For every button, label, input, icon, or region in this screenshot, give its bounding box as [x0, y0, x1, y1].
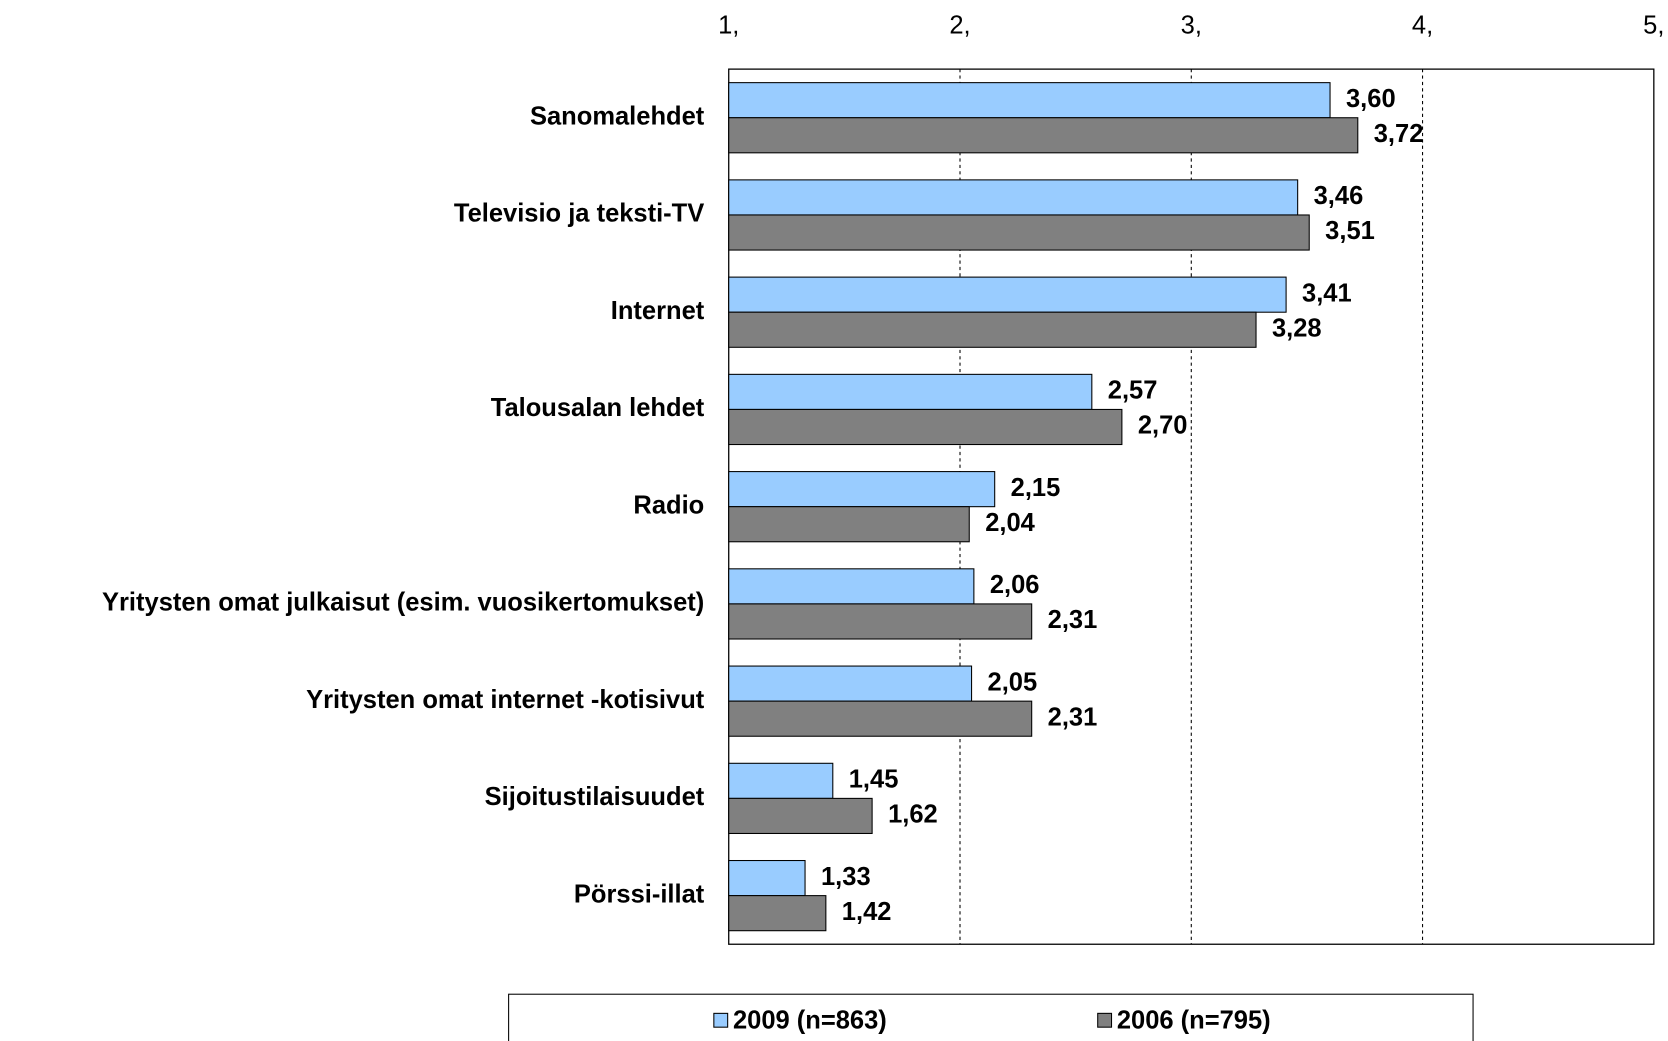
bar — [728, 568, 975, 605]
bar — [728, 373, 1093, 410]
bar — [728, 506, 970, 543]
data-label: 2,57 — [1108, 377, 1158, 405]
x-tick-label: 4, — [1412, 11, 1433, 39]
data-label: 2,31 — [1048, 703, 1098, 731]
data-label: 2,06 — [990, 571, 1040, 599]
data-label: 3,72 — [1374, 120, 1424, 148]
category-label: Sijoitustilaisuudet — [485, 783, 705, 811]
bar — [728, 276, 1287, 313]
category-label: Televisio ja teksti-TV — [454, 200, 704, 228]
data-label: 3,46 — [1314, 182, 1364, 210]
category-label: Sanomalehdet — [530, 102, 705, 130]
bar — [728, 603, 1033, 640]
bar — [728, 82, 1331, 119]
category-label: Yritysten omat internet -kotisivut — [306, 686, 705, 714]
legend-swatch — [713, 1012, 729, 1028]
bar — [728, 859, 806, 897]
category-label: Radio — [633, 491, 704, 519]
data-label: 2,31 — [1048, 606, 1098, 634]
x-tick-label: 2, — [949, 11, 970, 39]
bar — [728, 179, 1299, 216]
bar — [728, 700, 1033, 737]
bar — [728, 214, 1310, 251]
bar — [728, 762, 834, 799]
data-label: 2,70 — [1138, 412, 1188, 440]
data-label: 2,04 — [985, 509, 1035, 537]
bar — [728, 408, 1123, 446]
data-label: 3,60 — [1346, 85, 1396, 113]
data-label: 2,15 — [1011, 474, 1061, 502]
x-tick-label: 1, — [718, 11, 739, 39]
bar — [728, 665, 973, 702]
legend-swatch — [1097, 1012, 1113, 1028]
category-label: Yritysten omat julkaisut (esim. vuosiker… — [102, 589, 704, 617]
legend-label: 2006 (n=795) — [1117, 1007, 1271, 1035]
data-label: 2,05 — [988, 668, 1038, 696]
category-label: Talousalan lehdet — [491, 394, 705, 422]
data-label: 1,42 — [842, 898, 892, 926]
bar — [728, 797, 873, 835]
data-label: 3,51 — [1325, 217, 1375, 245]
category-label: Pörssi-illat — [574, 880, 705, 908]
data-label: 3,28 — [1272, 314, 1322, 342]
x-tick-label: 5, — [1643, 11, 1664, 39]
data-label: 1,62 — [888, 801, 938, 829]
data-label: 3,41 — [1302, 279, 1352, 307]
bar — [728, 895, 827, 932]
bar — [728, 311, 1257, 348]
bar — [728, 471, 996, 508]
bar — [728, 117, 1359, 154]
category-label: Internet — [611, 297, 705, 325]
data-label: 1,33 — [821, 863, 871, 891]
legend-label: 2009 (n=863) — [733, 1007, 887, 1035]
x-tick-label: 3, — [1181, 11, 1202, 39]
data-label: 1,45 — [849, 766, 899, 794]
legend-box — [508, 993, 1474, 1041]
